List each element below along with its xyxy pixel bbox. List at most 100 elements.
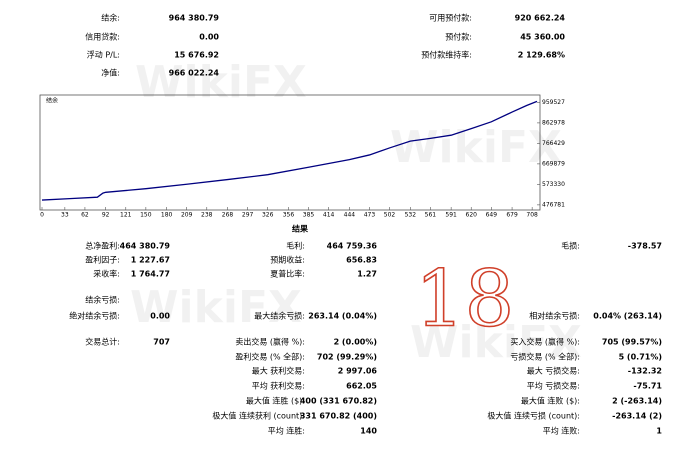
result-label: 极大值 连续获利 (count): <box>212 411 305 421</box>
x-tick-label: 473 <box>364 212 376 219</box>
result-value: 1 764.77 <box>131 270 170 279</box>
result-label: 相对结余亏损: <box>529 311 580 321</box>
watermark: WikiFX <box>410 317 582 368</box>
watermark: WikiFX <box>130 282 302 333</box>
y-tick-label: 476781 <box>542 201 565 208</box>
result-value: 263.14 (0.04%) <box>308 312 377 321</box>
chart-title: 结余 <box>46 97 58 105</box>
result-label: 最大值 连胜 ($): <box>246 396 305 406</box>
x-tick-label: 209 <box>181 212 193 219</box>
result-label: 毛损: <box>561 241 580 251</box>
result-label: 最大 获利交易: <box>252 366 305 376</box>
result-value: 662.05 <box>346 382 377 391</box>
result-value: 400 (331 670.82) <box>300 397 377 406</box>
result-label: 盈利交易 (% 全部): <box>235 352 305 362</box>
x-tick-label: 150 <box>140 212 152 219</box>
result-value: -263.14 (2) <box>612 412 662 421</box>
result-label: 交易总计: <box>85 337 120 347</box>
summary-value: 45 360.00 <box>520 33 565 42</box>
results-title: 结果 <box>292 224 308 234</box>
result-value: 0.00 <box>150 312 170 321</box>
x-tick-label: 180 <box>161 212 173 219</box>
summary-label: 预付款: <box>445 32 472 42</box>
result-label: 最大值 连败 ($): <box>521 396 580 406</box>
result-value: 5 (0.71%) <box>619 353 662 362</box>
x-tick-label: 121 <box>120 212 132 219</box>
x-tick-label: 679 <box>506 212 518 219</box>
x-tick-label: 414 <box>323 212 335 219</box>
result-value: 702 (99.29%) <box>317 353 377 362</box>
x-tick-label: 297 <box>242 212 254 219</box>
x-tick-label: 238 <box>201 212 213 219</box>
y-tick-label: 669879 <box>542 160 565 167</box>
x-tick-label: 502 <box>384 212 396 219</box>
result-value: 1.27 <box>357 270 377 279</box>
result-label: 平均 获利交易: <box>252 381 305 391</box>
result-value: 707 <box>153 338 170 347</box>
summary-label: 信用贷款: <box>85 32 120 42</box>
summary-label: 浮动 P/L: <box>87 50 120 60</box>
summary-value: 15 676.92 <box>174 51 219 60</box>
x-tick-label: 561 <box>425 212 437 219</box>
summary-value: 2 129.68% <box>518 51 565 60</box>
result-label: 夏普比率: <box>270 269 305 279</box>
result-value: 656.83 <box>346 256 377 265</box>
balance-line <box>41 100 538 201</box>
result-value: 1 <box>656 427 662 436</box>
result-label: 毛利: <box>286 241 305 251</box>
result-value: -132.32 <box>628 367 662 376</box>
result-value: 464 759.36 <box>327 242 378 251</box>
result-label: 卖出交易 (赢得 %): <box>235 337 305 347</box>
summary-label: 预付款维持率: <box>421 50 472 60</box>
x-tick-label: 708 <box>526 212 538 219</box>
x-tick-label: 326 <box>262 212 274 219</box>
result-label: 采收率: <box>93 269 120 279</box>
x-tick-label: 268 <box>222 212 234 219</box>
result-label: 盈利因子: <box>85 255 120 265</box>
x-tick-label: 92 <box>102 212 110 219</box>
result-value: 2 (0.00%) <box>334 338 377 347</box>
result-label: 最大结余亏损: <box>254 311 305 321</box>
result-label: 买入交易 (赢得 %): <box>510 337 580 347</box>
x-tick-label: 356 <box>283 212 295 219</box>
x-tick-label: 62 <box>81 212 89 219</box>
result-value: -75.71 <box>633 382 662 391</box>
result-value: 1 227.67 <box>131 256 170 265</box>
x-tick-label: 444 <box>344 212 356 219</box>
result-value: 705 (99.57%) <box>602 338 662 347</box>
x-tick-label: 649 <box>486 212 498 219</box>
x-tick-label: 620 <box>466 212 478 219</box>
x-tick-label: 532 <box>405 212 417 219</box>
result-value: -378.57 <box>628 242 662 251</box>
y-tick-label: 766429 <box>542 140 565 147</box>
summary-value: 920 662.24 <box>515 14 566 23</box>
y-tick-label: 573330 <box>542 181 565 188</box>
y-tick-label: 959527 <box>542 99 565 106</box>
watermark: WikiFX <box>390 122 562 173</box>
watermark: WikiFX <box>135 57 307 108</box>
summary-label: 可用预付款: <box>429 13 472 23</box>
result-label: 极大值 连续亏损 (count): <box>487 411 580 421</box>
summary-value: 966 022.24 <box>169 69 220 78</box>
result-label: 总净盈利: <box>85 241 120 251</box>
result-label: 预期收益: <box>270 255 305 265</box>
summary-label: 结余: <box>101 13 120 23</box>
x-tick-label: 0 <box>40 212 44 219</box>
result-label: 平均 亏损交易: <box>527 381 580 391</box>
result-value: 2 (-263.14) <box>612 397 662 406</box>
x-tick-label: 385 <box>303 212 315 219</box>
result-label: 平均 连胜: <box>268 426 305 436</box>
result-label: 最大 亏损交易: <box>527 366 580 376</box>
x-tick-label: 591 <box>445 212 457 219</box>
result-value: 464 380.79 <box>120 242 171 251</box>
y-tick-label: 862978 <box>542 119 565 126</box>
result-value: 2 997.06 <box>338 367 378 376</box>
result-label: 结余亏损: <box>85 295 120 305</box>
result-value: 140 <box>360 427 377 436</box>
result-label: 绝对结余亏损: <box>69 311 120 321</box>
summary-value: 964 380.79 <box>169 14 220 23</box>
handwritten-note: 18 <box>415 255 514 345</box>
summary-label: 净值: <box>101 68 120 78</box>
x-tick-label: 33 <box>61 212 69 219</box>
